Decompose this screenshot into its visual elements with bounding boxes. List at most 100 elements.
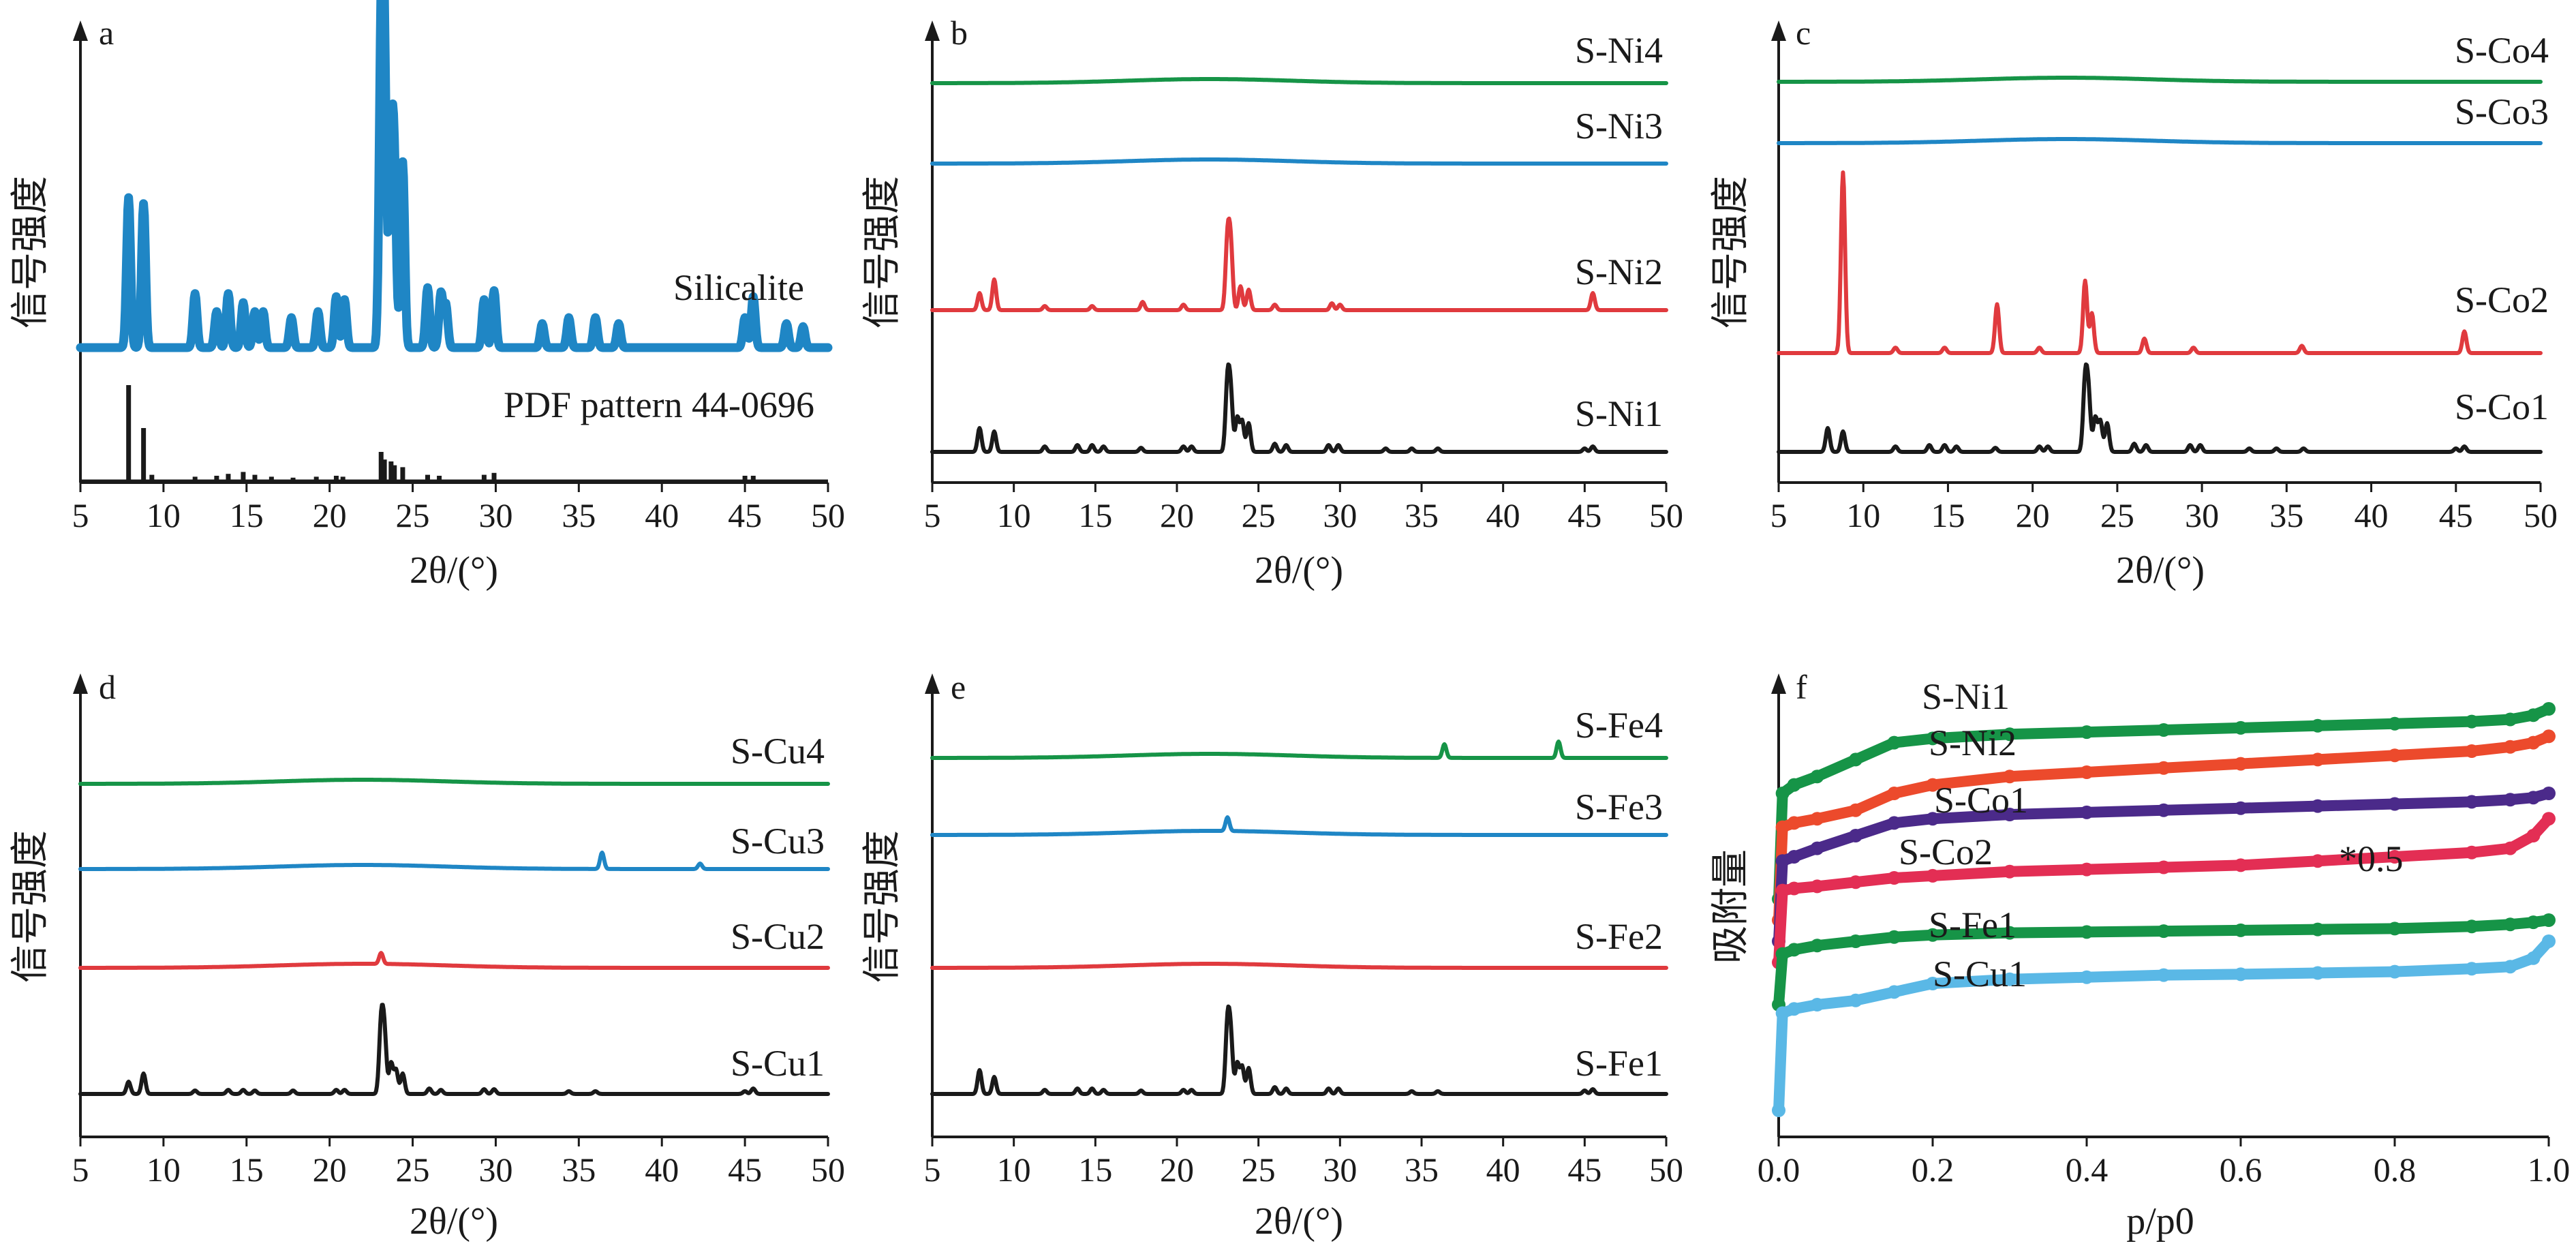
series-label: PDF pattern 44-0696: [504, 384, 814, 425]
isotherm-point: [2465, 845, 2479, 859]
isotherm-point: [1810, 812, 1824, 826]
panel-letter: e: [951, 668, 966, 706]
x-tick-label: 45: [1567, 496, 1601, 534]
isotherm-point: [1810, 841, 1824, 855]
x-tick-label: 0.0: [1758, 1151, 1800, 1189]
y-axis-arrow-icon: [1771, 20, 1786, 41]
series-label: S-Fe2: [1575, 916, 1663, 957]
panel-e: 5 10 15 20 25 30 35 40 45 50 e 2θ/(°) 信号强度 S-Fe4 S-Fe3…: [861, 668, 1683, 1243]
isotherm-point: [2003, 972, 2017, 986]
isotherm-point: [2503, 917, 2517, 932]
x-tick-label: 10: [147, 1151, 181, 1189]
isotherm-point: [2388, 850, 2402, 864]
isotherm-point: [2526, 915, 2541, 930]
y-axis-label: 信号强度: [861, 830, 904, 983]
x-tick-label: 30: [1323, 496, 1357, 534]
x-axis-label: p/p0: [2126, 1200, 2194, 1243]
isotherm-point: [2234, 858, 2248, 872]
x-axis-label: 2θ/(°): [2116, 549, 2205, 592]
x-tick-label: 0.6: [2220, 1151, 2263, 1189]
x-tick-label: 40: [645, 1151, 679, 1189]
y-axis-arrow-icon: [73, 673, 88, 694]
series-label: S-Co4: [2455, 30, 2549, 71]
x-tick-label: 50: [1649, 496, 1683, 534]
pattern-line-s-fe2: [930, 962, 1668, 970]
x-tick-label: 35: [2269, 496, 2303, 534]
x-tick-label: 30: [478, 1151, 512, 1189]
isotherm-point: [2542, 913, 2556, 927]
isotherm-point: [2157, 803, 2171, 817]
isotherm-point: [2003, 808, 2017, 821]
x-tick-label: 30: [478, 496, 512, 534]
panel-f: 0.0 0.2 0.4 0.6 0.8 1.0 f p/p0 吸附量 S-Ni1 S-Ni2 S-Co…: [1710, 668, 2570, 1243]
panel-letter: b: [951, 14, 968, 52]
isotherm-point: [2234, 923, 2248, 937]
pattern-line-s-ni2: [930, 216, 1668, 312]
isotherm-point: [2388, 797, 2402, 811]
x-tick-label: 40: [645, 496, 679, 534]
x-tick-label: 35: [1405, 496, 1439, 534]
isotherm-point: [2465, 795, 2479, 809]
series-label: S-Co2: [1899, 832, 1993, 872]
x-tick-label: 50: [811, 496, 845, 534]
isotherm-point: [1775, 883, 1790, 898]
x-axis-label: 2θ/(°): [1255, 1200, 1343, 1243]
isotherm-point: [1787, 850, 1801, 864]
x-axis-label: 2θ/(°): [1255, 549, 1343, 592]
isotherm-point: [2080, 725, 2094, 740]
x-tick-label: 35: [562, 1151, 596, 1189]
isotherm-point: [2526, 951, 2541, 965]
isotherm-point: [1787, 816, 1801, 830]
isotherm-point: [2503, 740, 2517, 754]
y-axis-arrow-icon: [1771, 673, 1786, 694]
isotherm-point: [1849, 803, 1862, 817]
series-label: S-Ni2: [1575, 252, 1663, 292]
x-tick-label: 45: [2439, 496, 2473, 534]
panel-letter: d: [99, 668, 116, 706]
x-tick-label: 20: [313, 496, 347, 534]
series-label: S-Ni1: [1575, 393, 1663, 434]
isotherm-point: [2157, 924, 2171, 939]
isotherm-point: [1787, 1002, 1801, 1016]
y-axis-arrow-icon: [925, 673, 940, 694]
series-label: S-Co3: [2455, 91, 2549, 132]
x-tick-label: 0.2: [1912, 1151, 1954, 1189]
pattern-line-s-co3: [1777, 137, 2543, 145]
isotherm-point: [1926, 868, 1939, 883]
panel-d: 5 10 15 20 25 30 35 40 45 50 d 2θ/(°) 信号强度 S-Cu4 S-Cu3…: [10, 668, 845, 1243]
x-tick-label: 50: [2524, 496, 2558, 534]
x-tick-label: 0.4: [2066, 1151, 2109, 1189]
x-tick-label: 15: [230, 496, 264, 534]
series-label: Silicalite: [673, 267, 804, 308]
x-tick-label: 35: [562, 496, 596, 534]
pattern-line-s-fe4: [930, 740, 1668, 760]
panel-letter: c: [1796, 14, 1811, 52]
isotherm-point: [1926, 778, 1939, 792]
series-label: S-Cu1: [1933, 954, 2027, 994]
x-tick-label: 30: [1323, 1151, 1357, 1189]
isotherm-point: [1849, 752, 1862, 767]
isotherm-point: [2080, 925, 2094, 939]
series-label: S-Fe3: [1575, 787, 1663, 827]
pattern-line-s-co4: [1777, 76, 2543, 84]
x-tick-label: 35: [1405, 1151, 1439, 1189]
isotherm-point: [2311, 922, 2325, 937]
x-tick-label: 10: [147, 496, 181, 534]
isotherm-point: [2080, 970, 2094, 984]
pattern-line-s-fe3: [930, 815, 1668, 837]
x-tick-label: 5: [1770, 496, 1788, 534]
x-tick-label: 40: [2355, 496, 2389, 534]
panel-c: 5 10 15 20 25 30 35 40 45 50 c 2θ/(°) 信号强度 S-Co4 S-Co3…: [1710, 14, 2558, 592]
isotherm-point: [1810, 770, 1824, 784]
x-tick-label: 25: [396, 496, 430, 534]
x-tick-label: 10: [1846, 496, 1880, 534]
series-label: S-Ni1: [1922, 676, 2010, 717]
isotherm-point: [2526, 735, 2541, 750]
isotherm-point: [2465, 919, 2479, 934]
x-tick-label: 10: [997, 1151, 1031, 1189]
pattern-line-s-cu2: [78, 951, 830, 970]
x-tick-label: 20: [313, 1151, 347, 1189]
isotherm-point: [2311, 854, 2325, 868]
y-axis-arrow-icon: [925, 20, 940, 41]
